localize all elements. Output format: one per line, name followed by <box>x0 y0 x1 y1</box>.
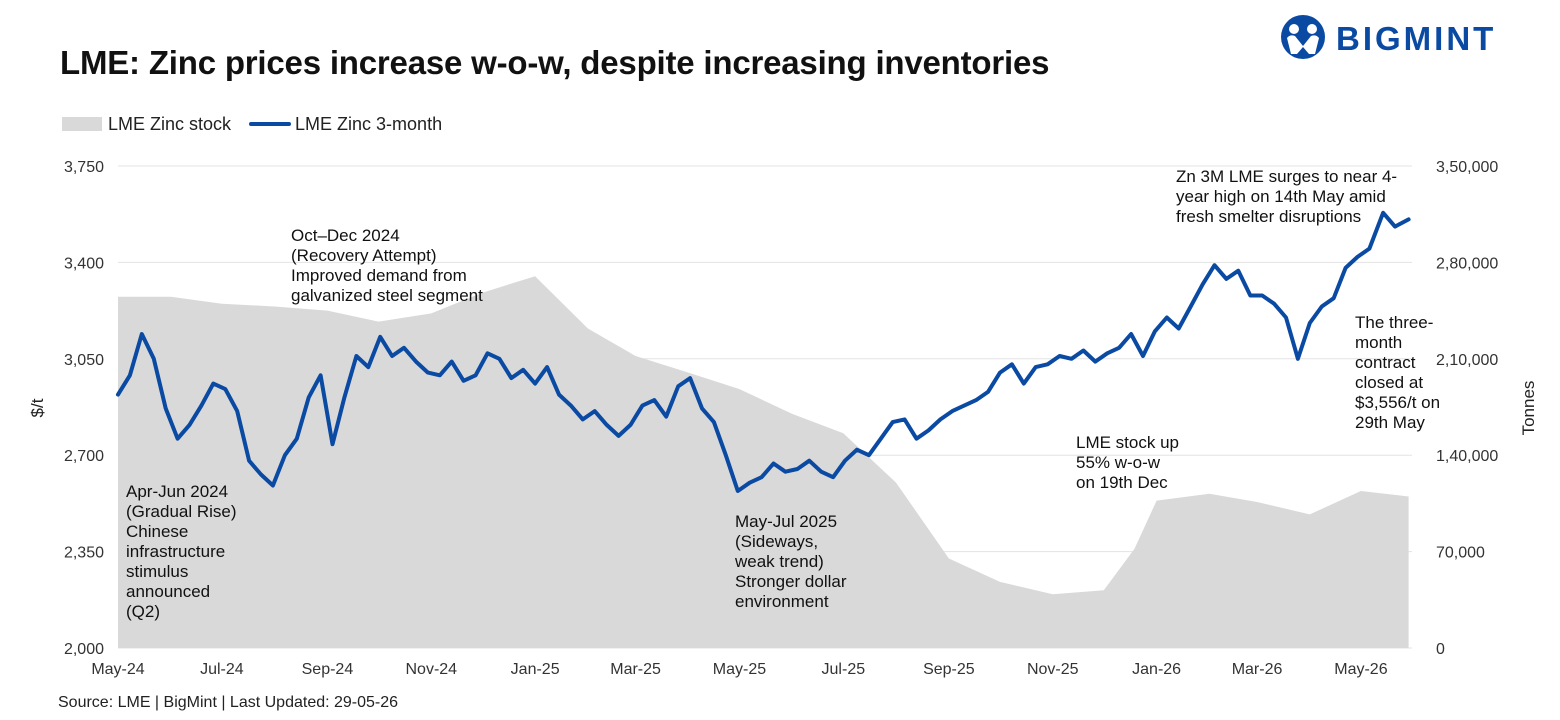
logo-text: BIGMINT <box>1336 20 1496 57</box>
x-axis-ticks: May-24 Jul-24 Sep-24 Nov-24 Jan-25 Mar-25 May-… <box>91 661 1387 678</box>
chart-title: LME: Zinc prices increase w-o-w, despite… <box>60 44 1050 81</box>
y-tick-label: 2,000 <box>64 641 104 658</box>
legend-label-price: LME Zinc 3-month <box>295 113 443 134</box>
annotation-may-jul-2025: May-Jul 2025 (Sideways, weak trend) Stro… <box>735 512 847 611</box>
y2-tick-label: 70,000 <box>1436 545 1485 562</box>
annotation-4-year-high: Zn 3M LME surges to near 4- year high on… <box>1176 167 1398 226</box>
legend-label-stock: LME Zinc stock <box>108 113 232 134</box>
legend-item-price: LME Zinc 3-month <box>249 114 442 135</box>
source-note: Source: LME | BigMint | Last Updated: 29… <box>58 694 399 711</box>
annotation-stock-up: LME stock up 55% w-o-w on 19th Dec <box>1076 433 1179 492</box>
x-tick-label: Mar-25 <box>610 661 661 678</box>
legend-swatch-line <box>249 122 292 126</box>
y-axis-left-ticks: 2,000 2,350 2,700 3,050 3,400 3,750 <box>64 159 104 658</box>
y2-tick-label: 2,80,000 <box>1436 255 1498 272</box>
y-tick-label: 3,400 <box>64 255 104 272</box>
legend-item-stock: LME Zinc stock <box>62 114 231 135</box>
x-tick-label: Jan-26 <box>1132 661 1181 678</box>
x-tick-label: Nov-24 <box>405 661 457 678</box>
y-tick-label: 2,350 <box>64 545 104 562</box>
bigmint-logo: BIGMINT <box>1281 15 1496 59</box>
annotation-oct-dec-2024: Oct–Dec 2024 (Recovery Attempt) Improved… <box>291 226 483 305</box>
x-tick-label: May-26 <box>1334 661 1387 678</box>
y2-axis-label: Tonnes <box>1519 381 1538 436</box>
x-tick-label: Jul-24 <box>200 661 244 678</box>
x-tick-label: Sep-25 <box>923 661 975 678</box>
legend-swatch-area <box>62 117 102 131</box>
annotation-contract-close: The three- month contract closed at $3,5… <box>1355 313 1441 432</box>
price-line <box>116 210 1411 493</box>
x-tick-label: May-24 <box>91 661 144 678</box>
x-tick-label: Mar-26 <box>1232 661 1283 678</box>
y-axis-right-ticks: 0 70,000 1,40,000 2,10,000 2,80,000 3,50,000 <box>1436 159 1498 658</box>
x-tick-label: May-25 <box>713 661 766 678</box>
y2-tick-label: 2,10,000 <box>1436 352 1498 369</box>
y2-tick-label: 3,50,000 <box>1436 159 1498 176</box>
y-tick-label: 3,050 <box>64 352 104 369</box>
y-tick-label: 3,750 <box>64 159 104 176</box>
x-tick-label: Jul-25 <box>822 661 866 678</box>
y-axis-label: $/t <box>28 398 47 417</box>
legend: LME Zinc stock LME Zinc 3-month <box>62 112 460 136</box>
y-tick-label: 2,700 <box>64 448 104 465</box>
x-tick-label: Jan-25 <box>511 661 560 678</box>
x-tick-label: Sep-24 <box>302 661 354 678</box>
annotation-apr-jun-2024: Apr-Jun 2024 (Gradual Rise) Chinese infr… <box>126 482 237 621</box>
stock-area <box>118 276 1409 648</box>
y2-tick-label: 1,40,000 <box>1436 448 1498 465</box>
x-tick-label: Nov-25 <box>1027 661 1079 678</box>
y2-tick-label: 0 <box>1436 641 1445 658</box>
